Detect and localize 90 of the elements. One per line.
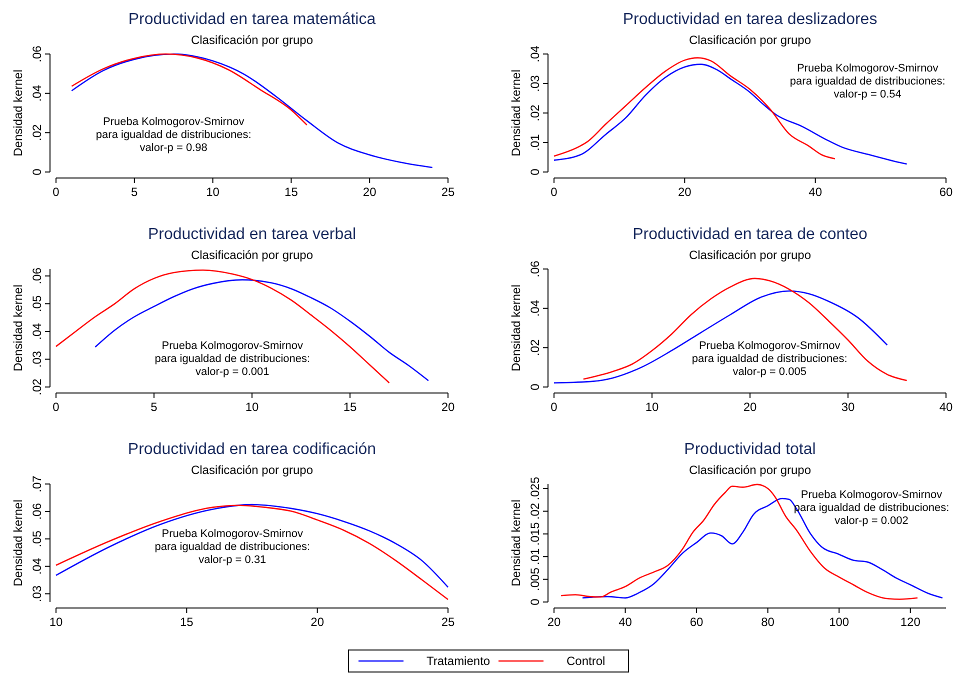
x-tick-label: 0 — [52, 400, 60, 414]
y-tick-label: .02 — [30, 124, 44, 142]
x-tick-label: 0 — [550, 185, 558, 199]
line-series — [71, 53, 308, 126]
x-tick-label: 10 — [49, 615, 63, 629]
x-tick-label: 20 — [547, 615, 561, 629]
annotation: Prueba Kolmogorov-Smirnov para igualdad de distribuciones: valor-p = 0.98 — [96, 116, 252, 154]
y-axis-title: Densidad kernel — [509, 500, 523, 586]
x-tick-label: 40 — [808, 185, 822, 199]
x-tick-label: 15 — [284, 185, 298, 199]
line-series — [94, 279, 430, 382]
annotation: Prueba Kolmogorov-Smirnov para igualdad de distribuciones: valor-p = 0.31 — [154, 528, 310, 566]
line-series — [55, 269, 390, 384]
y-tick-label: .03 — [528, 74, 542, 92]
chart-subtitle: Clasificación por grupo — [190, 463, 314, 477]
x-tick-label: 120 — [900, 615, 921, 629]
y-tick-label: 0 — [528, 383, 542, 390]
annotation: Prueba Kolmogorov-Smirnov para igualdad de distribuciones: valor-p = 0.001 — [154, 340, 310, 378]
chart-subtitle: Clasificación por grupo — [190, 33, 314, 47]
x-tick-label: 15 — [180, 615, 194, 629]
y-tick-label: .02 — [30, 378, 44, 396]
x-tick-label: 20 — [362, 185, 377, 199]
chart-subtitle: Clasificación por grupo — [688, 463, 812, 477]
x-tick-label: 60 — [690, 615, 704, 629]
y-tick-label: .06 — [528, 260, 542, 278]
y-tick-label: .01 — [528, 548, 542, 565]
y-tick-label: 0 — [528, 598, 542, 606]
y-axis-title: Densidad kernel — [509, 284, 523, 372]
chart-title: Productividad en tarea codificación — [128, 441, 376, 458]
chart-title: Productividad en tarea matemática — [128, 11, 376, 28]
x-tick-label: 80 — [761, 615, 775, 629]
y-tick-label: .04 — [30, 84, 44, 102]
line-series — [553, 290, 888, 384]
y-tick-label: .02 — [528, 339, 542, 356]
chart-title: Productividad en tarea verbal — [148, 226, 356, 243]
x-tick-label: 0 — [550, 400, 558, 414]
y-tick-label: .04 — [528, 300, 542, 317]
y-tick-label: 0 — [528, 168, 542, 176]
y-axis-title: Densidad kernel — [11, 500, 25, 586]
chart-subtitle: Clasificación por grupo — [190, 248, 314, 262]
y-tick-label: .04 — [30, 558, 44, 575]
y-tick-label: .015 — [528, 522, 542, 546]
chart-title: Productividad en tarea de conteo — [632, 226, 868, 243]
x-tick-label: 15 — [343, 400, 357, 414]
x-tick-label: 10 — [645, 400, 659, 414]
y-tick-label: .07 — [30, 475, 44, 492]
y-axis-title: Densidad kernel — [509, 70, 523, 156]
y-tick-label: .025 — [528, 476, 542, 500]
y-axis-title: Densidad kernel — [11, 70, 25, 156]
x-tick-label: 40 — [939, 400, 953, 414]
y-axis-title: Densidad kernel — [11, 284, 25, 372]
x-tick-label: 40 — [618, 615, 632, 629]
y-tick-label: .05 — [30, 530, 44, 548]
x-tick-label: 25 — [441, 185, 455, 199]
x-tick-label: 100 — [829, 615, 850, 629]
x-tick-label: 5 — [150, 400, 158, 414]
annotation: Prueba Kolmogorov-Smirnov para igualdad de distribuciones: valor-p = 0.005 — [692, 340, 848, 378]
y-tick-label: .03 — [30, 585, 44, 602]
chart-subtitle: Clasificación por grupo — [688, 248, 812, 262]
legend-label: Tratamiento — [426, 654, 490, 668]
x-tick-label: 25 — [441, 615, 455, 629]
y-tick-label: .01 — [528, 134, 542, 151]
y-tick-label: 0 — [30, 168, 44, 176]
x-tick-label: 10 — [206, 185, 220, 199]
chart-subtitle: Clasificación por grupo — [688, 33, 812, 47]
x-tick-label: 30 — [841, 400, 855, 414]
y-tick-label: .06 — [30, 45, 44, 62]
y-tick-label: .03 — [30, 350, 44, 368]
y-tick-label: .04 — [30, 322, 44, 340]
line-series — [71, 53, 433, 168]
y-tick-label: .04 — [528, 45, 542, 62]
x-tick-label: 60 — [939, 185, 953, 199]
x-tick-label: 20 — [743, 400, 757, 414]
x-tick-label: 5 — [131, 185, 138, 199]
x-tick-label: 20 — [678, 185, 692, 199]
x-tick-label: 20 — [310, 615, 324, 629]
y-tick-label: .06 — [30, 502, 44, 520]
y-tick-label: .02 — [528, 502, 542, 520]
x-tick-label: 20 — [441, 400, 455, 414]
annotation: Prueba Kolmogorov-Smirnov para igualdad de distribuciones: valor-p = 0.54 — [790, 62, 946, 101]
legend-label: Control — [566, 654, 606, 668]
line-series — [582, 278, 908, 382]
chart-title: Productividad total — [684, 441, 816, 458]
chart-title: Productividad en tarea deslizadores — [622, 11, 878, 28]
y-tick-label: .005 — [528, 567, 542, 591]
x-tick-label: 0 — [52, 185, 60, 199]
y-tick-label: .02 — [528, 104, 542, 122]
x-tick-label: 10 — [245, 400, 259, 414]
y-tick-label: .05 — [30, 295, 44, 312]
y-tick-label: .06 — [30, 267, 44, 284]
